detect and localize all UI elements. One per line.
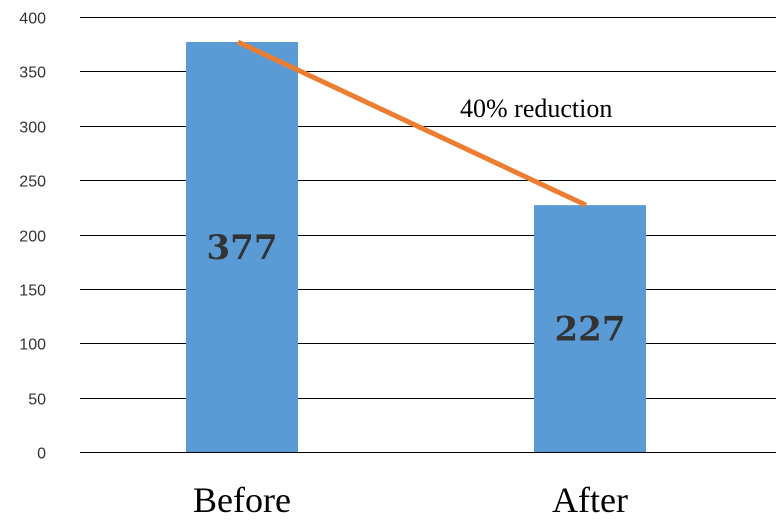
y-tick-label-350: 350	[19, 65, 46, 82]
y-tick-label-250: 250	[19, 174, 46, 191]
bar-after	[534, 205, 646, 452]
y-tick-label-150: 150	[19, 283, 46, 300]
data-label-before: 377	[207, 228, 278, 268]
bar-layer	[186, 42, 646, 452]
y-tick-label-50: 50	[28, 392, 46, 409]
x-tick-label-before: Before	[193, 480, 291, 520]
y-tick-label-200: 200	[19, 229, 46, 246]
label-layer: 0 50 100 150 200 250 300 350 400 377 Before 227 Afte…	[19, 11, 628, 521]
reduction-annotation: 40% reduction	[460, 94, 612, 123]
bar-before	[186, 42, 298, 452]
grid-layer	[80, 17, 776, 453]
y-tick-label-0: 0	[37, 446, 46, 463]
y-tick-label-100: 100	[19, 337, 46, 354]
reduction-trend-line	[236, 39, 588, 208]
y-tick-label-400: 400	[19, 11, 46, 28]
trend-line-layer	[236, 39, 588, 208]
data-label-after: 227	[555, 310, 626, 350]
y-tick-label-300: 300	[19, 120, 46, 137]
x-tick-label-after: After	[552, 480, 628, 520]
